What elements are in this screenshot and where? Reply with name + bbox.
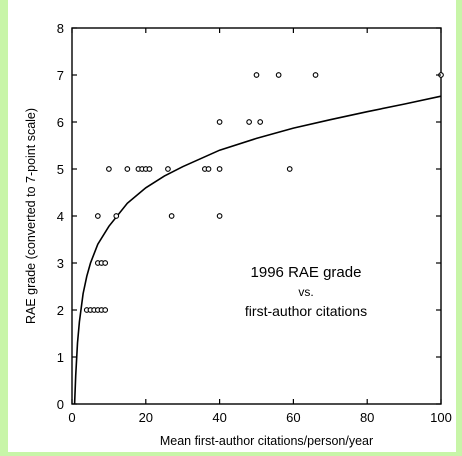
data-point <box>275 72 282 78</box>
y-tick-label: 3 <box>57 256 64 271</box>
scatter-chart: 0 20 40 60 80 100 0 1 2 3 4 5 6 7 8 Mean first-author … <box>24 21 452 448</box>
data-point <box>113 213 120 219</box>
data-point <box>216 166 223 172</box>
y-tick-label: 4 <box>57 209 64 224</box>
data-point <box>124 166 131 172</box>
plot-border <box>71 27 442 405</box>
data-points <box>83 72 444 313</box>
data-point <box>246 119 252 125</box>
annotation-title: 1996 RAE grade <box>251 264 362 281</box>
x-tick-label: 100 <box>430 410 452 425</box>
y-tick-label: 8 <box>57 21 64 36</box>
y-tick-label: 1 <box>57 350 64 365</box>
data-point <box>106 166 112 172</box>
y-tick-label: 0 <box>57 397 64 412</box>
data-point <box>286 166 293 172</box>
x-tick-label: 40 <box>212 410 226 425</box>
x-tick-label: 60 <box>286 410 300 425</box>
fit-curve <box>73 95 442 405</box>
data-point <box>216 119 223 125</box>
annotation-vs: vs. <box>298 285 313 299</box>
data-point <box>146 166 153 172</box>
data-point <box>312 72 319 78</box>
data-point <box>102 307 109 313</box>
y-tick-label: 6 <box>57 115 64 130</box>
x-tick-label: 20 <box>139 410 153 425</box>
chart-frame: 0 20 40 60 80 100 0 1 2 3 4 5 6 7 8 Mean first-author … <box>8 0 456 452</box>
data-point <box>216 213 223 219</box>
data-point <box>253 72 260 78</box>
data-point <box>168 213 175 219</box>
x-axis-label: Mean first-author citations/person/year <box>160 434 373 448</box>
y-axis-label: RAE grade (converted to 7-point scale) <box>24 108 38 324</box>
plot-area <box>71 27 442 405</box>
data-point <box>165 166 171 172</box>
data-point <box>94 213 101 219</box>
data-point <box>102 260 109 266</box>
x-tick-label: 80 <box>360 410 374 425</box>
y-tick-label: 2 <box>57 303 64 318</box>
data-point <box>257 119 264 125</box>
x-tick-label: 0 <box>68 410 75 425</box>
y-tick-label: 7 <box>57 68 64 83</box>
data-point <box>205 166 212 172</box>
annotation-subtitle: first-author citations <box>245 303 367 319</box>
y-tick-label: 5 <box>57 162 64 177</box>
axis-ticks: 0 20 40 60 80 100 0 1 2 3 4 5 6 7 8 <box>57 21 452 425</box>
